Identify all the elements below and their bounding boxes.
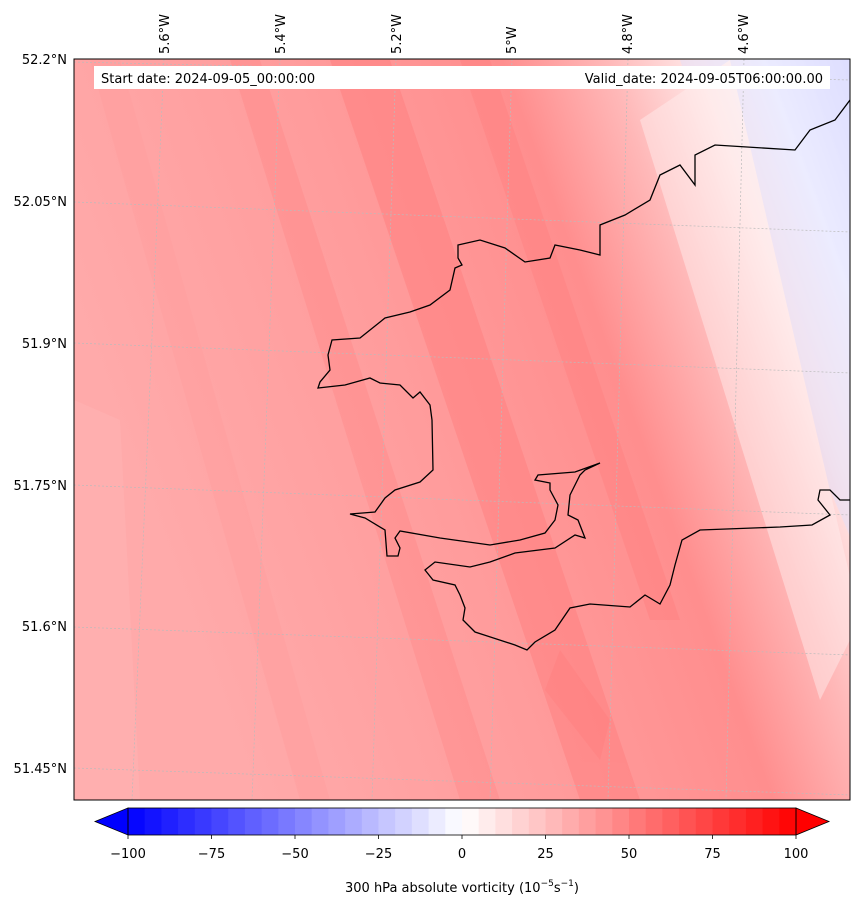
colorbar-tick-label: 25 — [537, 847, 554, 862]
colorbar-cells — [128, 808, 797, 835]
lat-label: 51.6°N — [22, 620, 67, 635]
colorbar-tick-label: 75 — [704, 847, 721, 862]
colorbar: −100 −75 −50 −25 0 25 50 75 100 300 hPa absolute… — [93, 807, 831, 896]
colorbar-tick-label: 0 — [458, 847, 466, 862]
colorbar-cell — [629, 808, 647, 835]
lat-label: 52.05°N — [14, 195, 67, 210]
colorbar-cell — [545, 808, 563, 835]
colorbar-cell — [261, 808, 279, 835]
gridlines — [74, 59, 850, 800]
colorbar-cell — [762, 808, 780, 835]
colorbar-cell — [779, 808, 797, 835]
colorbar-cell — [295, 808, 313, 835]
colorbar-tick-label: −25 — [365, 847, 392, 862]
lon-label: 5.4°W — [274, 14, 289, 54]
colorbar-cell — [228, 808, 246, 835]
colorbar-tick-label: −100 — [110, 847, 146, 862]
vorticity-streaks — [74, 60, 850, 800]
colorbar-cell — [178, 808, 196, 835]
colorbar-label-unit: s — [554, 881, 561, 896]
lat-label: 51.75°N — [14, 479, 67, 494]
colorbar-cell — [395, 808, 413, 835]
colorbar-cell — [161, 808, 179, 835]
colorbar-cell — [244, 808, 263, 835]
lon-label: 4.8°W — [621, 14, 636, 54]
colorbar-cell — [645, 808, 663, 835]
colorbar-tick-label: −50 — [281, 847, 308, 862]
lon-label: 5.2°W — [390, 14, 405, 54]
colorbar-min-extension — [93, 807, 129, 836]
colorbar-cell — [578, 808, 597, 835]
colorbar-tick-label: −75 — [198, 847, 225, 862]
colorbar-cell — [144, 808, 162, 835]
colorbar-cell — [411, 808, 430, 835]
colorbar-cell — [211, 808, 229, 835]
colorbar-cell — [194, 808, 212, 835]
colorbar-cell — [562, 808, 580, 835]
colorbar-cell — [495, 808, 513, 835]
colorbar-cell — [712, 808, 730, 835]
colorbar-cell — [378, 808, 396, 835]
colorbar-label-exp2: −1 — [561, 879, 574, 889]
colorbar-cell — [729, 808, 747, 835]
colorbar-cell — [128, 808, 146, 835]
colorbar-cell — [679, 808, 697, 835]
colorbar-cell — [428, 808, 446, 835]
colorbar-cell — [695, 808, 713, 835]
coastline — [317, 99, 850, 651]
info-box — [94, 66, 830, 89]
colorbar-max-extension — [795, 807, 831, 836]
colorbar-cell — [278, 808, 296, 835]
longitude-labels: 5.6°W 5.4°W 5.2°W 5°W 4.8°W 4.6°W — [158, 14, 752, 54]
colorbar-label: 300 hPa absolute vorticity (10−5s−1) — [345, 879, 579, 896]
colorbar-cell — [445, 808, 463, 835]
colorbar-cell — [595, 808, 613, 835]
colorbar-label-main: 300 hPa absolute vorticity (10 — [345, 881, 541, 896]
colorbar-ticks: −100 −75 −50 −25 0 25 50 75 100 — [110, 835, 808, 862]
lat-label: 52.2°N — [22, 53, 67, 68]
lat-label: 51.9°N — [22, 337, 67, 352]
lon-label: 5°W — [505, 26, 520, 54]
latitude-labels: 52.2°N 52.05°N 51.9°N 51.75°N 51.6°N 51.… — [14, 53, 67, 777]
colorbar-cell — [361, 808, 379, 835]
colorbar-cell — [345, 808, 363, 835]
colorbar-cell — [478, 808, 496, 835]
valid-date-label: Valid_date: 2024-09-05T06:00:00.00 — [585, 72, 823, 87]
colorbar-tick-label: 50 — [621, 847, 638, 862]
lat-label: 51.45°N — [14, 762, 67, 777]
start-date-label: Start date: 2024-09-05_00:00:00 — [101, 72, 315, 87]
colorbar-cell — [745, 808, 764, 835]
colorbar-cell — [528, 808, 546, 835]
colorbar-cell — [462, 808, 480, 835]
colorbar-cell — [328, 808, 346, 835]
colorbar-label-exp1: −5 — [541, 879, 554, 889]
colorbar-cell — [311, 808, 329, 835]
lon-label: 4.6°W — [737, 14, 752, 54]
lon-label: 5.6°W — [158, 14, 173, 54]
colorbar-label-close: ) — [574, 881, 579, 896]
vorticity-field — [74, 59, 850, 800]
colorbar-cell — [612, 808, 630, 835]
map-frame — [73, 58, 851, 801]
colorbar-tick-label: 100 — [784, 847, 809, 862]
colorbar-cell — [662, 808, 680, 835]
colorbar-cell — [512, 808, 530, 835]
map-panel — [74, 59, 850, 800]
